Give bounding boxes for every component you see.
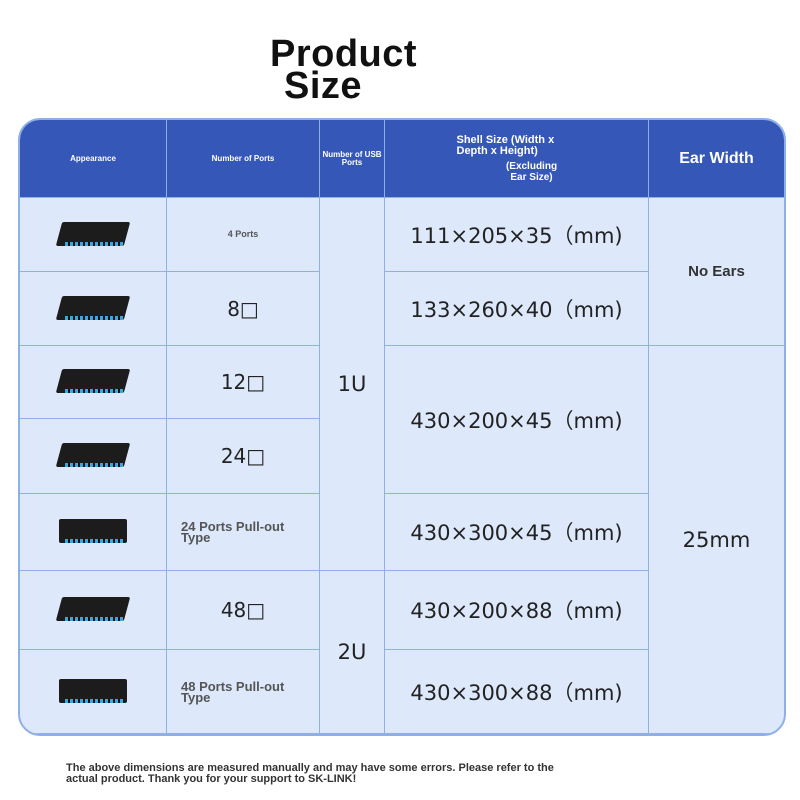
- size-cell: 430×300×45（mm): [385, 494, 649, 571]
- ports-cell: 48 Ports Pull-out Type: [167, 650, 320, 734]
- header-ports: Number of Ports: [167, 120, 320, 198]
- product-image: [20, 346, 167, 419]
- product-image: [20, 571, 167, 650]
- header-shell-size: Shell Size (Width x Depth x Height) (Exc…: [385, 120, 649, 198]
- usb-cell: 2U: [320, 571, 385, 734]
- ports-cell: 24□: [167, 419, 320, 494]
- ports-cell: 8□: [167, 272, 320, 346]
- usb-cell: 1U: [320, 198, 385, 571]
- header-usb: Number of USB Ports: [320, 120, 385, 198]
- ports-cell: 24 Ports Pull-out Type: [167, 494, 320, 571]
- header-appearance: Appearance: [20, 120, 167, 198]
- disclaimer-note: The above dimensions are measured manual…: [66, 762, 554, 785]
- ear-cell: 25mm: [649, 346, 784, 734]
- product-image: [20, 494, 167, 571]
- size-cell: 111×205×35（mm): [385, 198, 649, 272]
- ports-cell: 4 Ports: [167, 198, 320, 272]
- product-size-table: Appearance Number of Ports Number of USB…: [18, 118, 786, 736]
- ear-cell: No Ears: [649, 198, 784, 346]
- product-image: [20, 272, 167, 346]
- ports-cell: 48□: [167, 571, 320, 650]
- size-cell: 133×260×40（mm): [385, 272, 649, 346]
- product-image: [20, 419, 167, 494]
- size-cell: 430×300×88（mm): [385, 650, 649, 734]
- ports-cell: 12□: [167, 346, 320, 419]
- product-image: [20, 650, 167, 734]
- size-cell: 430×200×88（mm): [385, 571, 649, 650]
- size-cell: 430×200×45（mm): [385, 346, 649, 494]
- product-image: [20, 198, 167, 272]
- header-ear-width: Ear Width: [649, 120, 784, 198]
- page-title: Product Size: [270, 33, 418, 107]
